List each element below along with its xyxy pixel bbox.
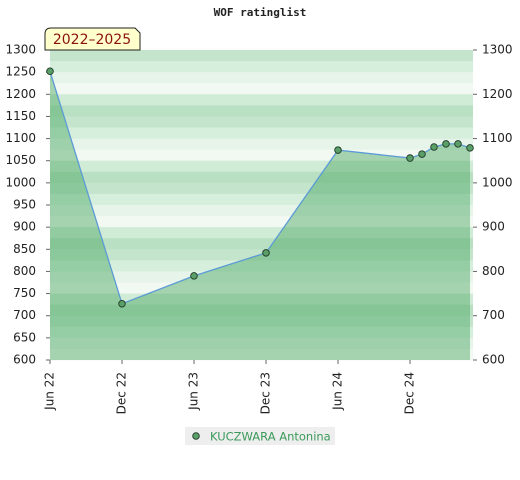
point bbox=[334, 146, 342, 154]
background-stripe bbox=[50, 216, 473, 228]
y-tick-label: 800 bbox=[13, 264, 36, 278]
y2-tick-label: 900 bbox=[482, 220, 505, 234]
y2-tick-label: 1000 bbox=[482, 175, 513, 189]
y-tick-label: 600 bbox=[13, 353, 36, 367]
background-stripe bbox=[50, 282, 473, 295]
y2-tick-label: 1200 bbox=[482, 87, 513, 101]
y-tick-label: 850 bbox=[13, 242, 36, 256]
point bbox=[46, 67, 54, 76]
point bbox=[190, 272, 198, 280]
y-tick-label: 650 bbox=[13, 330, 36, 344]
background-stripe bbox=[50, 94, 473, 106]
legend-label: KUCZWARA Antonina bbox=[210, 430, 331, 444]
y-tick-label: 1050 bbox=[5, 153, 36, 167]
y2-tick-label: 1100 bbox=[482, 131, 513, 145]
y-tick-label: 1100 bbox=[5, 131, 36, 145]
y-tick-label: 1250 bbox=[5, 65, 36, 79]
background-stripe bbox=[50, 293, 473, 306]
background-stripe bbox=[50, 72, 473, 84]
y-tick-label: 1200 bbox=[5, 87, 36, 101]
background-stripe bbox=[50, 83, 473, 95]
chart-title: WOF ratinglist bbox=[214, 6, 307, 19]
background-stripe bbox=[50, 61, 473, 73]
background-stripe bbox=[50, 182, 473, 195]
background-stripe bbox=[50, 105, 473, 117]
legend-marker bbox=[192, 432, 200, 440]
background-stripe bbox=[50, 249, 473, 261]
background-stripe bbox=[50, 171, 473, 184]
background-stripe bbox=[50, 160, 473, 173]
x-tick-label: Dec 23 bbox=[259, 372, 273, 414]
y-tick-label: 950 bbox=[13, 198, 36, 212]
point bbox=[418, 150, 426, 158]
background-stripe bbox=[50, 116, 473, 128]
point bbox=[442, 140, 450, 148]
y2-tick-label: 800 bbox=[482, 264, 505, 278]
point bbox=[118, 300, 126, 308]
background-stripe bbox=[50, 315, 473, 328]
x-tick-label: Jun 24 bbox=[331, 372, 345, 411]
point bbox=[262, 249, 270, 257]
background-stripe bbox=[50, 326, 473, 339]
background-stripe bbox=[50, 138, 473, 151]
x-tick-label: Jun 22 bbox=[43, 372, 57, 411]
y2-tick-label: 700 bbox=[482, 308, 505, 322]
background-stripe bbox=[50, 238, 473, 250]
background-stripe bbox=[50, 304, 473, 317]
y-tick-label: 1000 bbox=[5, 175, 36, 189]
point bbox=[466, 144, 474, 152]
point bbox=[406, 154, 414, 162]
y2-tick-label: 1300 bbox=[482, 43, 513, 57]
point bbox=[454, 140, 462, 148]
area bbox=[50, 71, 470, 360]
x-tick-label: Jun 23 bbox=[187, 372, 201, 411]
background-stripe bbox=[50, 127, 473, 140]
annotation: 2022–2025 bbox=[53, 32, 131, 48]
legend-box bbox=[185, 427, 335, 445]
x-tick-label: Dec 24 bbox=[403, 372, 417, 414]
y-tick-label: 900 bbox=[13, 220, 36, 234]
background-stripe bbox=[50, 271, 473, 283]
background-stripe bbox=[50, 149, 473, 162]
y-tick-label: 750 bbox=[13, 286, 36, 300]
annotation-box bbox=[44, 27, 141, 51]
y2-tick-label: 600 bbox=[482, 353, 505, 367]
background-stripe bbox=[50, 50, 473, 62]
y-tick-label: 1150 bbox=[5, 109, 36, 123]
y-tick-label: 1300 bbox=[5, 43, 36, 57]
background-stripe bbox=[50, 260, 473, 272]
background-stripe bbox=[50, 337, 473, 350]
point bbox=[430, 143, 438, 151]
background-stripe bbox=[50, 193, 473, 206]
background-stripe bbox=[50, 348, 473, 361]
x-tick-label: Dec 22 bbox=[115, 372, 129, 414]
background-stripe bbox=[50, 227, 473, 239]
y-tick-label: 700 bbox=[13, 308, 36, 322]
background-stripe bbox=[50, 205, 473, 217]
